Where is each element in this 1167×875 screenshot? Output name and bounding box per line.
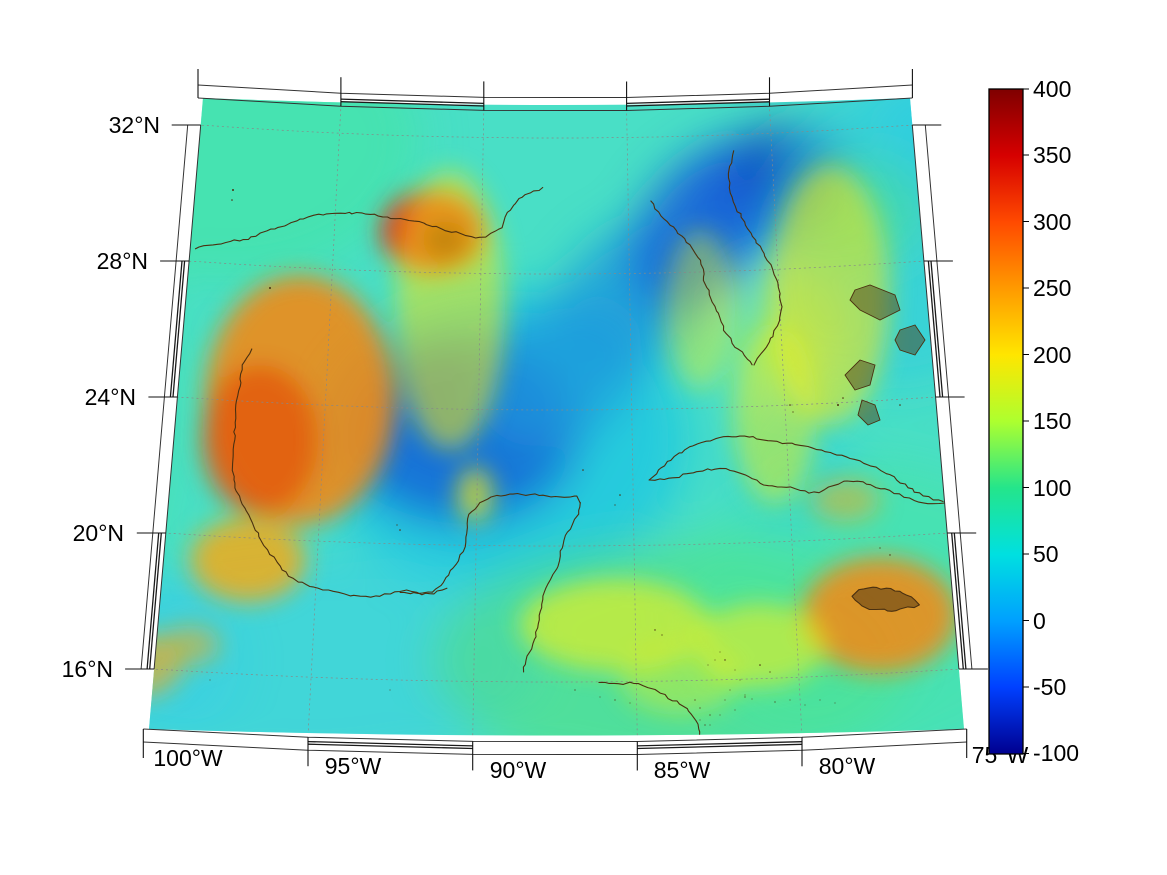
svg-text:50: 50 (1033, 541, 1059, 567)
svg-text:150: 150 (1033, 408, 1071, 434)
svg-text:28°N: 28°N (97, 248, 148, 274)
svg-text:85°W: 85°W (654, 757, 711, 783)
svg-text:100: 100 (1033, 475, 1071, 501)
svg-text:24°N: 24°N (85, 384, 136, 410)
svg-text:90°W: 90°W (490, 757, 547, 783)
svg-text:250: 250 (1033, 275, 1071, 301)
svg-text:-100: -100 (1033, 740, 1079, 766)
svg-text:16°N: 16°N (62, 656, 113, 682)
svg-text:95°W: 95°W (325, 753, 382, 779)
svg-text:32°N: 32°N (109, 112, 160, 138)
svg-text:200: 200 (1033, 342, 1071, 368)
svg-text:20°N: 20°N (73, 520, 124, 546)
svg-text:0: 0 (1033, 608, 1046, 634)
svg-text:100°W: 100°W (153, 745, 223, 771)
svg-text:80°W: 80°W (819, 753, 876, 779)
svg-text:400: 400 (1033, 76, 1071, 102)
svg-text:350: 350 (1033, 142, 1071, 168)
svg-text:300: 300 (1033, 209, 1071, 235)
svg-text:-50: -50 (1033, 674, 1066, 700)
